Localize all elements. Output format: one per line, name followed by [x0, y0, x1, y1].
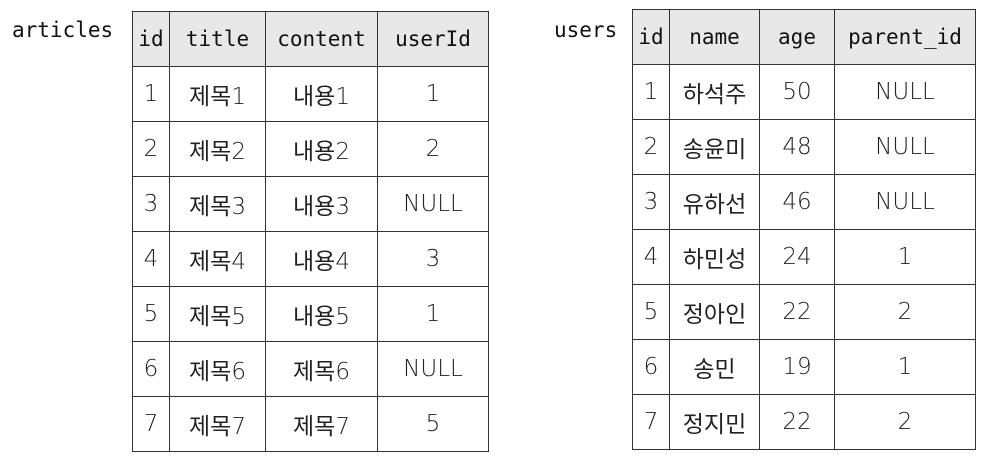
column-header-title: title — [169, 11, 266, 67]
table-row: 5 정아인 22 2 — [632, 284, 976, 340]
cell-id: 3 — [632, 174, 670, 230]
cell-age: 46 — [759, 174, 835, 230]
cell-parent-id: NULL — [834, 64, 976, 120]
users-table: id name age parent_id 1 하석주 50 NULL 2 송윤… — [632, 9, 976, 450]
table-row: 4 하민성 24 1 — [632, 229, 976, 285]
cell-id: 2 — [132, 121, 170, 177]
cell-content: 내용2 — [265, 121, 378, 177]
table-row: 5 제목5 내용5 1 — [132, 286, 489, 342]
cell-userid: 5 — [377, 396, 489, 452]
table-row: 2 제목2 내용2 2 — [132, 121, 489, 177]
cell-title: 제목2 — [169, 121, 266, 177]
cell-parent-id: NULL — [834, 119, 976, 175]
cell-id: 6 — [632, 339, 670, 395]
cell-name: 유하선 — [669, 174, 760, 230]
cell-title: 제목7 — [169, 396, 266, 452]
table-row: 7 정지민 22 2 — [632, 394, 976, 450]
cell-id: 4 — [132, 231, 170, 287]
cell-name: 정지민 — [669, 394, 760, 450]
cell-parent-id: NULL — [834, 174, 976, 230]
cell-content: 내용4 — [265, 231, 378, 287]
column-header-id: id — [132, 11, 170, 67]
column-header-age: age — [759, 9, 835, 65]
cell-age: 24 — [759, 229, 835, 285]
column-header-id: id — [632, 9, 670, 65]
users-header-row: id name age parent_id — [632, 9, 976, 65]
cell-userid: 3 — [377, 231, 489, 287]
cell-name: 송민 — [669, 339, 760, 395]
cell-userid: NULL — [377, 176, 489, 232]
cell-name: 하석주 — [669, 64, 760, 120]
cell-age: 50 — [759, 64, 835, 120]
cell-age: 22 — [759, 394, 835, 450]
cell-id: 5 — [632, 284, 670, 340]
cell-userid: 1 — [377, 286, 489, 342]
cell-age: 22 — [759, 284, 835, 340]
cell-userid: 2 — [377, 121, 489, 177]
articles-table-label: articles — [12, 18, 114, 42]
cell-parent-id: 1 — [834, 339, 976, 395]
cell-id: 4 — [632, 229, 670, 285]
cell-content: 제목6 — [265, 341, 378, 397]
cell-name: 송윤미 — [669, 119, 760, 175]
cell-title: 제목5 — [169, 286, 266, 342]
cell-title: 제목1 — [169, 66, 266, 122]
cell-id: 1 — [632, 64, 670, 120]
cell-id: 5 — [132, 286, 170, 342]
cell-age: 19 — [759, 339, 835, 395]
cell-userid: 1 — [377, 66, 489, 122]
cell-name: 정아인 — [669, 284, 760, 340]
cell-content: 내용3 — [265, 176, 378, 232]
cell-id: 7 — [632, 394, 670, 450]
column-header-content: content — [265, 11, 378, 67]
table-row: 3 유하선 46 NULL — [632, 174, 976, 230]
column-header-name: name — [669, 9, 760, 65]
table-row: 1 하석주 50 NULL — [632, 64, 976, 120]
cell-id: 3 — [132, 176, 170, 232]
users-table-label: users — [554, 18, 618, 42]
cell-parent-id: 1 — [834, 229, 976, 285]
column-header-userid: userId — [377, 11, 489, 67]
cell-name: 하민성 — [669, 229, 760, 285]
cell-id: 7 — [132, 396, 170, 452]
table-row: 3 제목3 내용3 NULL — [132, 176, 489, 232]
cell-userid: NULL — [377, 341, 489, 397]
articles-table: id title content userId 1 제목1 내용1 1 2 제목… — [132, 11, 489, 452]
cell-id: 2 — [632, 119, 670, 175]
table-row: 4 제목4 내용4 3 — [132, 231, 489, 287]
cell-content: 내용5 — [265, 286, 378, 342]
table-row: 6 제목6 제목6 NULL — [132, 341, 489, 397]
cell-title: 제목6 — [169, 341, 266, 397]
cell-title: 제목3 — [169, 176, 266, 232]
cell-age: 48 — [759, 119, 835, 175]
column-header-parent-id: parent_id — [834, 9, 976, 65]
cell-parent-id: 2 — [834, 394, 976, 450]
cell-content: 내용1 — [265, 66, 378, 122]
cell-id: 1 — [132, 66, 170, 122]
cell-parent-id: 2 — [834, 284, 976, 340]
cell-content: 제목7 — [265, 396, 378, 452]
table-row: 1 제목1 내용1 1 — [132, 66, 489, 122]
table-row: 2 송윤미 48 NULL — [632, 119, 976, 175]
cell-title: 제목4 — [169, 231, 266, 287]
cell-id: 6 — [132, 341, 170, 397]
table-row: 7 제목7 제목7 5 — [132, 396, 489, 452]
table-row: 6 송민 19 1 — [632, 339, 976, 395]
articles-header-row: id title content userId — [132, 11, 489, 67]
